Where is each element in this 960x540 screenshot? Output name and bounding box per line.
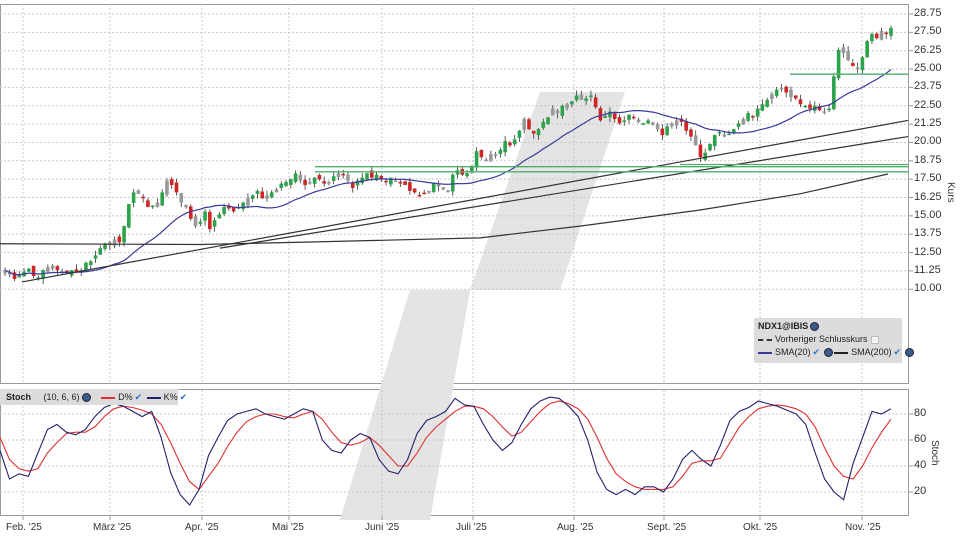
price-tick-label: 21.25 <box>914 117 942 130</box>
globe-icon[interactable] <box>824 348 834 358</box>
price-tick-label: 11.25 <box>914 263 941 276</box>
legend-prev-close: Vorheriger Schlusskurs <box>775 334 868 344</box>
month-tick-label: Okt. '25 <box>743 522 778 533</box>
price-tick-label: 10.00 <box>914 282 942 295</box>
stoch-legend-name: Stoch <box>6 392 32 402</box>
globe-icon[interactable] <box>810 322 820 332</box>
legend-sma20: SMA(20) <box>775 347 811 357</box>
price-tick-label: 25.00 <box>914 62 942 75</box>
month-tick-label: Sept. '25 <box>647 522 687 533</box>
sma200-line-icon <box>834 351 849 354</box>
stoch-tick-label: 60 <box>914 433 927 445</box>
legend-sma-row: SMA(20) ✔ SMA(200) ✔ <box>758 346 915 359</box>
month-tick-label: Aug. '25 <box>557 522 594 533</box>
price-tick-label: 17.50 <box>914 172 942 185</box>
globe-icon[interactable] <box>905 348 915 358</box>
price-tick-label: 23.75 <box>914 80 942 93</box>
price-tick-label: 15.00 <box>914 208 942 221</box>
month-tick-label: Feb. '25 <box>6 522 42 533</box>
globe-icon[interactable] <box>81 393 91 403</box>
legend-sma200: SMA(200) <box>851 347 892 357</box>
checkbox-icon[interactable] <box>870 335 879 344</box>
checkmark-icon[interactable]: ✔ <box>179 392 188 402</box>
stoch-legend: Stoch (10, 6, 6) D% ✔ K% ✔ <box>0 389 187 405</box>
price-tick-label: 27.50 <box>914 25 942 38</box>
month-tick-label: Mai '25 <box>272 522 304 533</box>
month-tick-label: März '25 <box>93 522 132 533</box>
legend-prev-close-row: Vorheriger Schlusskurs <box>758 333 898 346</box>
stoch-legend-d: D% <box>118 392 133 402</box>
k-line-icon <box>146 396 161 399</box>
d-line-icon <box>101 396 116 399</box>
price-tick-label: 13.75 <box>914 227 942 240</box>
month-tick-label: Apr. '25 <box>185 522 219 533</box>
month-tick-label: Nov. '25 <box>845 522 881 533</box>
checkmark-icon[interactable]: ✔ <box>812 347 821 357</box>
stoch-axis-title: Stoch <box>929 440 940 466</box>
price-tick-label: 22.50 <box>914 98 942 111</box>
price-tick-label: 18.75 <box>914 153 942 166</box>
price-tick-label: 12.50 <box>914 245 942 258</box>
stoch-tick-label: 80 <box>914 407 927 419</box>
price-axis-title: Kurs <box>945 182 956 203</box>
stoch-legend-k: K% <box>163 392 178 402</box>
month-tick-label: Juni '25 <box>365 522 400 533</box>
price-tick-label: 20.00 <box>914 135 942 148</box>
checkmark-icon[interactable]: ✔ <box>893 347 902 357</box>
dashed-line-icon <box>758 338 772 341</box>
stoch-legend-params: (10, 6, 6) <box>43 392 80 402</box>
price-tick-label: 28.75 <box>914 7 942 19</box>
main-legend: NDX1@IBIS Vorheriger Schlusskurs SMA(20)… <box>754 318 915 363</box>
stoch-tick-label: 20 <box>914 485 927 497</box>
month-tick-label: Juli '25 <box>456 522 487 533</box>
checkmark-icon[interactable]: ✔ <box>134 392 143 402</box>
sma20-line-icon <box>758 351 772 354</box>
price-tick-label: 16.25 <box>914 190 942 203</box>
legend-symbol-row: NDX1@IBIS <box>758 320 898 333</box>
price-tick-label: 26.25 <box>914 43 942 56</box>
legend-symbol: NDX1@IBIS <box>758 321 809 331</box>
stoch-tick-label: 40 <box>914 459 927 471</box>
